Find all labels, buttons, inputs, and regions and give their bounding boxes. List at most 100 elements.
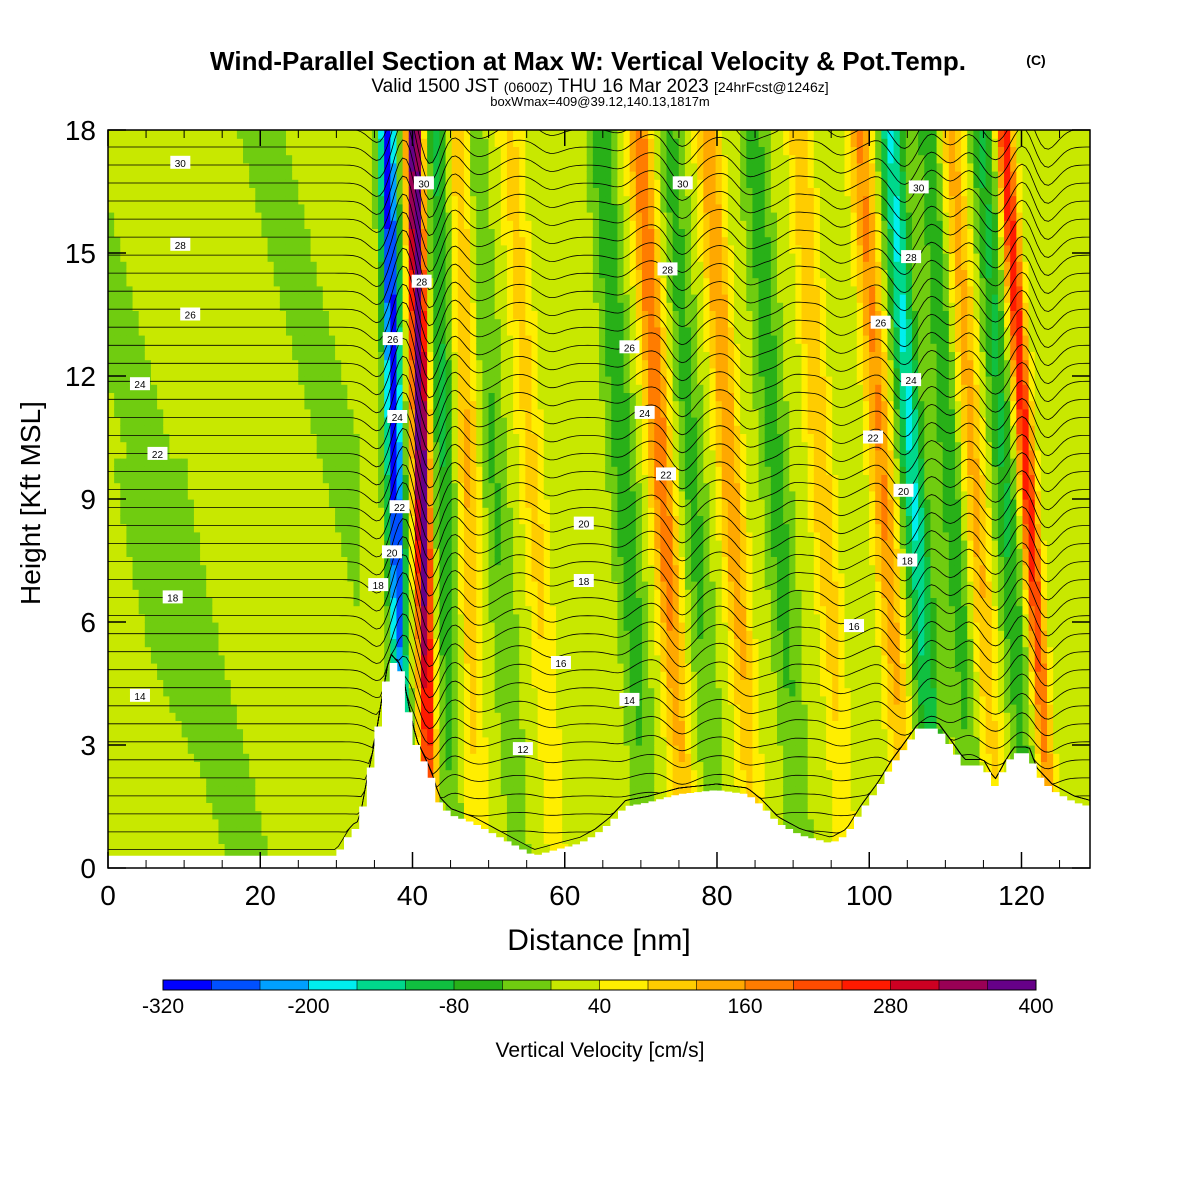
w-cell — [206, 162, 213, 172]
w-cell — [279, 408, 287, 418]
w-cell — [120, 695, 128, 705]
w-cell — [193, 786, 201, 795]
w-cell — [261, 376, 269, 385]
w-cell — [114, 212, 121, 221]
w-cell — [187, 138, 195, 147]
w-cell — [341, 482, 348, 492]
w-cell — [144, 769, 152, 779]
w-cell — [353, 285, 361, 295]
w-cell — [261, 138, 269, 147]
w-cell — [200, 786, 207, 795]
w-cell — [322, 326, 330, 336]
w-cell — [298, 367, 305, 377]
w-cell — [304, 195, 312, 205]
w-cell — [126, 466, 134, 475]
w-cell — [126, 310, 134, 320]
w-cell — [285, 827, 293, 836]
w-cell — [206, 203, 213, 213]
w-cell — [322, 228, 330, 238]
w-cell — [230, 146, 238, 156]
w-cell — [304, 417, 312, 426]
w-cell — [347, 540, 355, 549]
w-cell — [157, 646, 164, 656]
w-cell — [353, 638, 361, 648]
w-cell — [335, 466, 342, 475]
w-cell — [169, 171, 177, 180]
w-cell — [421, 253, 428, 262]
w-cell — [408, 343, 416, 352]
w-cell — [261, 613, 269, 623]
w-cell — [328, 318, 336, 328]
w-cell — [292, 761, 299, 771]
w-cell — [347, 515, 355, 525]
w-cell — [304, 556, 312, 566]
w-cell — [359, 777, 367, 787]
w-cell — [200, 704, 207, 713]
w-cell — [384, 671, 391, 680]
w-cell — [433, 318, 441, 328]
w-cell — [371, 638, 379, 648]
w-cell — [255, 384, 263, 393]
w-cell — [255, 318, 263, 328]
w-cell — [353, 228, 361, 238]
w-cell — [169, 466, 177, 475]
w-cell — [384, 187, 391, 197]
w-cell — [236, 736, 244, 746]
w-cell — [267, 777, 275, 787]
w-cell — [285, 704, 293, 713]
w-cell — [341, 154, 348, 164]
w-cell — [384, 515, 391, 525]
w-cell — [347, 761, 355, 771]
w-cell — [206, 351, 213, 361]
w-cell — [371, 162, 379, 172]
w-cell — [108, 171, 115, 180]
w-cell — [144, 605, 152, 615]
w-cell — [267, 523, 275, 533]
w-cell — [267, 810, 275, 820]
w-cell — [181, 572, 189, 582]
w-cell — [187, 482, 195, 492]
w-cell — [181, 548, 189, 557]
w-cell — [298, 310, 305, 320]
w-cell — [108, 564, 115, 574]
w-cell — [365, 179, 373, 188]
w-cell — [390, 400, 398, 410]
w-cell — [335, 736, 342, 746]
w-cell — [359, 228, 367, 238]
w-cell — [341, 540, 348, 549]
w-cell — [310, 392, 318, 402]
w-cell — [427, 589, 434, 598]
w-cell — [384, 343, 391, 352]
w-cell — [273, 769, 281, 779]
w-cell — [243, 597, 250, 607]
w-cell — [150, 827, 158, 836]
w-cell — [187, 523, 195, 533]
w-cell — [322, 392, 330, 402]
w-cell — [218, 835, 226, 844]
w-cell — [421, 417, 428, 426]
w-cell — [273, 318, 281, 328]
w-cell — [292, 687, 299, 697]
w-cell — [218, 449, 226, 459]
w-cell — [322, 458, 330, 467]
w-cell — [402, 326, 410, 336]
w-cell — [230, 285, 238, 295]
w-cell — [157, 679, 164, 689]
w-cell — [316, 302, 324, 311]
w-cell — [224, 835, 232, 844]
w-cell — [236, 277, 244, 287]
w-cell — [390, 294, 398, 303]
w-cell — [341, 712, 348, 721]
w-cell — [267, 171, 275, 180]
w-cell — [218, 736, 226, 746]
w-cell — [304, 761, 312, 771]
w-cell — [353, 777, 361, 787]
w-cell — [322, 712, 330, 721]
w-cell — [255, 400, 263, 410]
w-cell — [132, 351, 140, 361]
w-cell — [273, 441, 281, 451]
w-cell — [445, 597, 453, 607]
w-cell — [316, 162, 324, 172]
w-cell — [261, 277, 269, 287]
w-cell — [402, 294, 410, 303]
